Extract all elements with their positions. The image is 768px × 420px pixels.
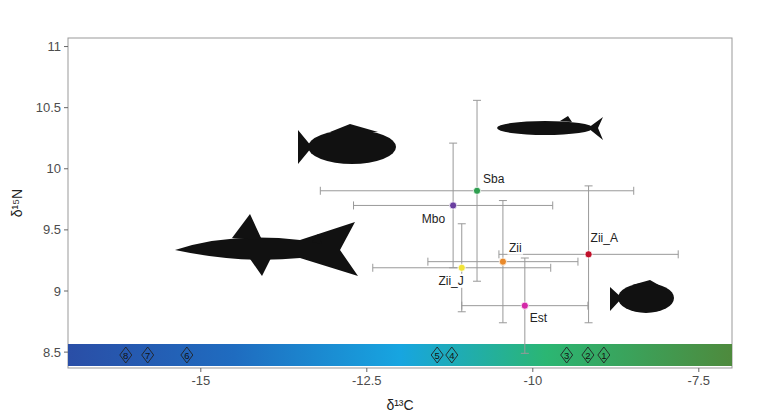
small-grouper-fins <box>610 280 664 311</box>
silhouettes <box>175 116 674 313</box>
site-label: 5 <box>435 350 440 361</box>
point <box>585 251 592 258</box>
site-diamond <box>561 347 573 363</box>
isotope-strip <box>68 344 732 366</box>
y-tick-label: 11 <box>48 39 62 54</box>
chart: -15 -12.5 -10 -7.5 8.5 9 9.5 10 10.5 11 δ¹³C δ¹⁵N 12… <box>0 0 768 420</box>
x-tick <box>200 368 201 372</box>
y-tick-label: 9.5 <box>43 222 61 237</box>
small-grouper-icon <box>618 283 674 313</box>
y-tick <box>64 291 68 292</box>
y-tick-label: 9 <box>54 284 61 299</box>
label-patch <box>437 274 465 288</box>
x-tick <box>532 368 533 372</box>
y-error-bar <box>449 143 457 268</box>
x-error-bar <box>373 264 551 272</box>
site-diamond <box>431 347 443 363</box>
site-markers: 12 3 45 6 7 8 <box>120 347 610 363</box>
x-error-bar <box>462 302 588 310</box>
point <box>450 202 457 209</box>
site-label: 1 <box>601 350 606 361</box>
x-tick-label: -12.5 <box>352 373 382 388</box>
x-tick <box>366 368 367 372</box>
point-label: Sba <box>483 172 505 186</box>
x-tick-label: -7.5 <box>688 373 710 388</box>
label-patch <box>507 241 523 255</box>
label-patch <box>528 311 549 325</box>
point-labels: Sba Mbo Zii Zii_A Zii_J Est <box>420 172 619 325</box>
marks <box>320 100 678 353</box>
x-tick <box>698 368 699 372</box>
y-tick-label: 8.5 <box>43 345 61 360</box>
y-error-bar <box>521 258 529 353</box>
x-axis-title: δ¹³C <box>386 397 413 413</box>
label-patch <box>420 212 447 226</box>
y-tick <box>64 107 68 108</box>
site-label: 6 <box>184 350 189 361</box>
site-label: 4 <box>449 350 454 361</box>
shark-fins <box>232 214 322 276</box>
y-error-bar <box>585 186 593 323</box>
site-label: 8 <box>123 350 128 361</box>
y-axis-title: δ¹⁵N <box>9 189 25 217</box>
x-tick-label: -10 <box>523 373 542 388</box>
y-error-bar <box>473 100 481 281</box>
site-diamond <box>120 347 132 363</box>
y-tick <box>64 352 68 353</box>
y-tick-label: 10.5 <box>36 100 61 115</box>
barracuda-icon <box>497 121 593 135</box>
y-tick <box>64 46 68 47</box>
y-error-bar <box>458 224 466 312</box>
point-label: Zii_J <box>438 274 463 288</box>
point <box>473 187 480 194</box>
point-label: Zii_A <box>591 231 618 245</box>
point-label: Mbo <box>422 212 446 226</box>
y-tick <box>64 229 68 230</box>
grouper-icon <box>308 130 396 164</box>
x-error-bar <box>354 201 553 209</box>
barracuda-fins <box>560 116 603 140</box>
point-label: Est <box>530 311 548 325</box>
point <box>521 302 528 309</box>
label-patch <box>589 231 619 245</box>
site-diamond <box>446 347 458 363</box>
site-label: 7 <box>145 350 150 361</box>
plot-frame <box>68 38 732 368</box>
y-error-bar <box>499 201 507 323</box>
gradient-bar <box>68 344 732 366</box>
point <box>499 258 506 265</box>
point <box>458 264 465 271</box>
y-tick <box>64 168 68 169</box>
y-tick-label: 10 <box>47 161 61 176</box>
x-error-bar <box>428 258 578 266</box>
x-tick-label: -15 <box>191 373 210 388</box>
label-patch <box>482 172 507 186</box>
grouper-fins <box>298 124 378 164</box>
site-diamond <box>142 347 154 363</box>
x-error-bar <box>499 250 678 258</box>
site-label: 2 <box>585 350 590 361</box>
shark-icon <box>175 222 358 276</box>
site-label: 3 <box>564 350 569 361</box>
site-diamond <box>181 347 193 363</box>
site-diamond <box>598 347 610 363</box>
x-error-bar <box>320 187 633 195</box>
site-diamond <box>582 347 594 363</box>
point-label: Zii <box>509 241 522 255</box>
